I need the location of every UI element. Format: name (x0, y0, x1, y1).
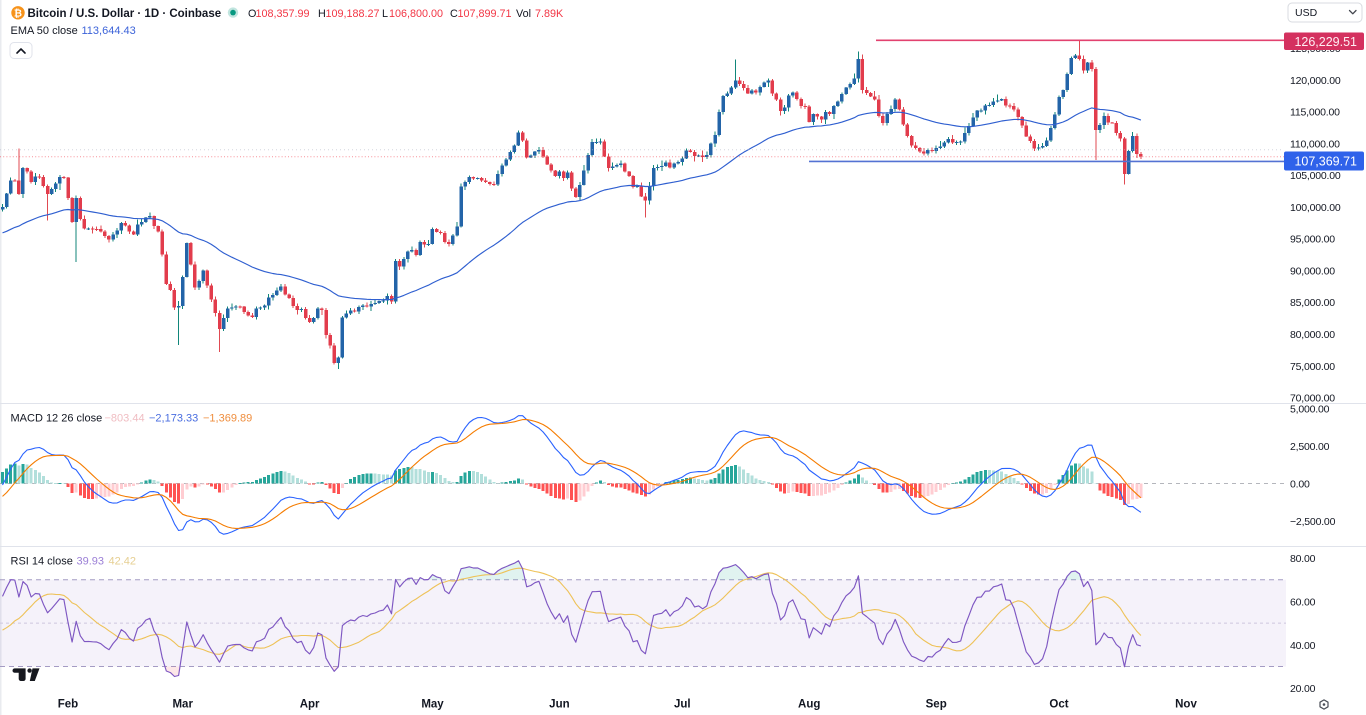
svg-text:Nov: Nov (1175, 699, 1197, 711)
svg-text:Mar: Mar (172, 699, 193, 711)
svg-text:126,229.51: 126,229.51 (1294, 35, 1357, 49)
svg-text:Feb: Feb (58, 699, 78, 711)
svg-text:107,369.71: 107,369.71 (1294, 155, 1357, 169)
svg-text:70,000.00: 70,000.00 (1290, 393, 1335, 405)
svg-text:75,000.00: 75,000.00 (1290, 361, 1335, 373)
svg-text:85,000.00: 85,000.00 (1290, 297, 1335, 309)
svg-text:Sep: Sep (926, 699, 947, 711)
svg-text:Apr: Apr (300, 699, 320, 711)
svg-text:100,000.00: 100,000.00 (1290, 202, 1341, 214)
svg-text:5,000.00: 5,000.00 (1290, 404, 1330, 416)
svg-text:May: May (421, 699, 444, 711)
svg-text:2,500.00: 2,500.00 (1290, 441, 1330, 453)
svg-text:−2,500.00: −2,500.00 (1290, 516, 1336, 528)
svg-text:₿: ₿ (14, 8, 22, 20)
svg-text:Aug: Aug (798, 699, 820, 711)
svg-text:Oct: Oct (1049, 699, 1068, 711)
svg-text:20.00: 20.00 (1290, 683, 1316, 695)
svg-text:USD: USD (1295, 7, 1318, 19)
svg-text:105,000.00: 105,000.00 (1290, 170, 1341, 182)
svg-text:Bitcoin / U.S. Dollar · 1D · C: Bitcoin / U.S. Dollar · 1D · Coinbase (28, 8, 222, 20)
svg-text:0.00: 0.00 (1290, 479, 1310, 491)
svg-text:110,000.00: 110,000.00 (1290, 138, 1340, 150)
svg-text:90,000.00: 90,000.00 (1290, 266, 1335, 278)
svg-text:120,000.00: 120,000.00 (1290, 75, 1341, 87)
svg-text:40.00: 40.00 (1290, 640, 1316, 652)
svg-text:115,000.00: 115,000.00 (1290, 107, 1340, 119)
svg-text:Jul: Jul (674, 699, 691, 711)
svg-text:95,000.00: 95,000.00 (1290, 234, 1335, 246)
svg-text:80.00: 80.00 (1290, 553, 1316, 565)
svg-text:Jun: Jun (549, 699, 569, 711)
svg-text:MACD 12 26 close−803.44−2,173.: MACD 12 26 close −803.44 −2,173.33 −1,369.8… (11, 413, 253, 425)
svg-text:80,000.00: 80,000.00 (1290, 329, 1335, 341)
svg-text:60.00: 60.00 (1290, 596, 1316, 608)
